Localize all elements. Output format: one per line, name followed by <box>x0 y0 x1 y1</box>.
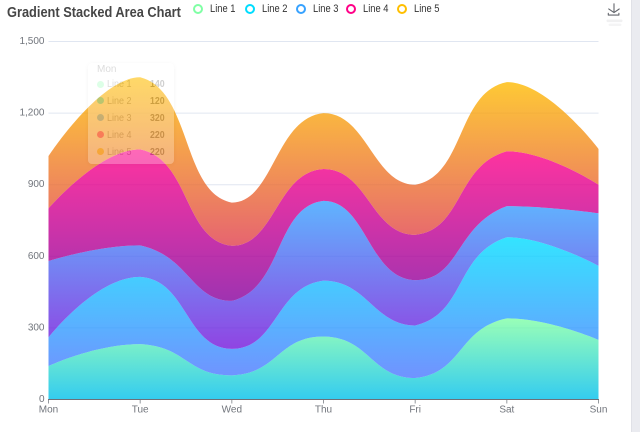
svg-text:0: 0 <box>39 394 45 405</box>
svg-text:1,500: 1,500 <box>19 36 44 47</box>
svg-text:Thu: Thu <box>315 404 332 415</box>
svg-text:Mon: Mon <box>39 404 58 415</box>
svg-text:600: 600 <box>28 251 45 262</box>
svg-text:300: 300 <box>28 322 45 333</box>
svg-text:Sat: Sat <box>499 404 514 415</box>
svg-text:Sun: Sun <box>590 404 608 415</box>
svg-text:Wed: Wed <box>222 404 242 415</box>
svg-text:Tue: Tue <box>132 404 149 415</box>
svg-text:900: 900 <box>28 179 45 190</box>
svg-text:1,200: 1,200 <box>19 108 44 119</box>
svg-text:Fri: Fri <box>409 404 421 415</box>
